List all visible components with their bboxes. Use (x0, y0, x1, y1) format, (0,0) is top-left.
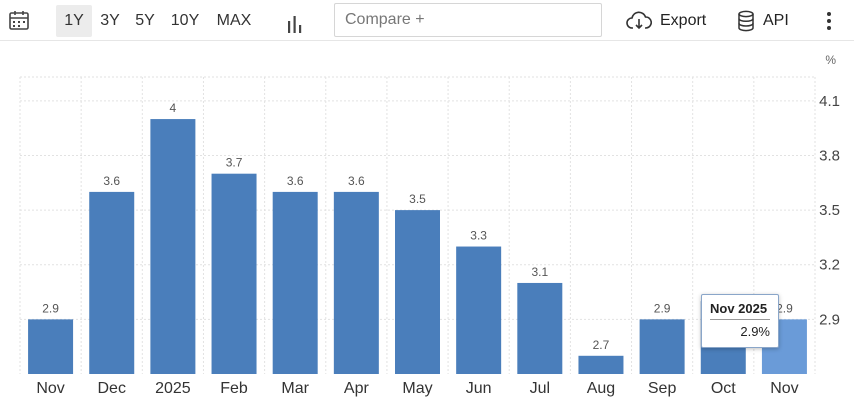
bar (272, 191, 318, 374)
y-tick-label: 3.2 (819, 257, 840, 274)
y-tick-label: 4.1 (819, 93, 840, 110)
bar-data-label: 3.6 (287, 174, 304, 188)
bar (28, 319, 74, 374)
bar (517, 282, 563, 374)
calendar-icon (9, 11, 29, 30)
range-3y-button[interactable]: 3Y (100, 12, 120, 29)
bar (639, 319, 685, 374)
bar (395, 210, 440, 374)
database-icon (738, 10, 754, 32)
api-button[interactable]: API (737, 6, 789, 36)
cloud-download-icon (626, 11, 652, 30)
compare-input[interactable] (334, 3, 602, 37)
tooltip-value: 2.9% (740, 324, 770, 339)
x-tick-label: Jun (466, 380, 492, 397)
bar-chart-icon (288, 16, 302, 33)
y-tick-label: 3.5 (819, 202, 840, 219)
chart-area: 2.9 Nov 3.6 Dec 4 2025 3.7 Feb 3.6 Mar 3.6 Apr 3.5 Ma… (0, 41, 854, 407)
bar-chart: 2.9 Nov 3.6 Dec 4 2025 3.7 Feb 3.6 Mar 3.6 Apr 3.5 Ma… (19, 53, 840, 397)
range-10y-button[interactable]: 10Y (170, 12, 200, 29)
bar-data-label: 4 (170, 101, 177, 115)
x-tick-label: Jul (530, 380, 550, 397)
bar-data-label: 2.9 (654, 301, 671, 315)
calendar-button[interactable] (4, 6, 34, 34)
x-tick-label: May (402, 380, 432, 397)
bar-data-label: 3.1 (531, 265, 548, 279)
x-tick-label: Oct (711, 380, 736, 397)
more-vertical-icon (827, 12, 831, 16)
bar-data-label: 3.6 (103, 174, 120, 188)
bar-data-label: 2.9 (42, 301, 59, 315)
x-tick-label: Feb (220, 380, 248, 397)
chart-tooltip: Nov 2025 2.9% (701, 294, 779, 348)
export-label: Export (660, 12, 707, 29)
bar (456, 246, 502, 374)
y-tick-label: 2.9 (819, 311, 840, 328)
bar (211, 173, 257, 374)
bar-data-label: 3.3 (470, 229, 487, 243)
range-1y-button[interactable]: 1Y (56, 5, 92, 37)
bar-data-label: 3.5 (409, 192, 426, 206)
chart-toolbar: 1Y 3Y 5Y 10Y MAX Export API (0, 0, 854, 40)
toolbar-divider (0, 40, 854, 41)
range-5y-button[interactable]: 5Y (135, 12, 155, 29)
y-tick-label: 3.8 (819, 147, 840, 164)
bar (578, 355, 624, 374)
bar (150, 119, 196, 374)
export-button[interactable]: Export (626, 6, 706, 36)
x-tick-label: Nov (770, 380, 798, 397)
bar (333, 191, 379, 374)
bar-data-label: 2.9 (776, 301, 793, 315)
bar (89, 191, 135, 374)
api-label: API (763, 12, 789, 29)
x-tick-label: Dec (98, 380, 126, 397)
range-max-button[interactable]: MAX (216, 12, 252, 29)
chart-type-button[interactable] (283, 8, 307, 34)
bar-data-label: 3.6 (348, 174, 365, 188)
x-tick-label: 2025 (155, 380, 191, 397)
x-tick-label: Nov (36, 380, 64, 397)
bar-data-label: 2.7 (593, 338, 610, 352)
x-tick-label: Apr (344, 380, 370, 397)
x-tick-label: Aug (587, 380, 615, 397)
y-unit-label: % (825, 53, 836, 67)
x-tick-label: Mar (281, 380, 309, 397)
more-options-button[interactable] (820, 8, 838, 34)
x-tick-label: Sep (648, 380, 677, 397)
tooltip-title: Nov 2025 (710, 301, 770, 320)
bar-data-label: 3.7 (226, 156, 243, 170)
